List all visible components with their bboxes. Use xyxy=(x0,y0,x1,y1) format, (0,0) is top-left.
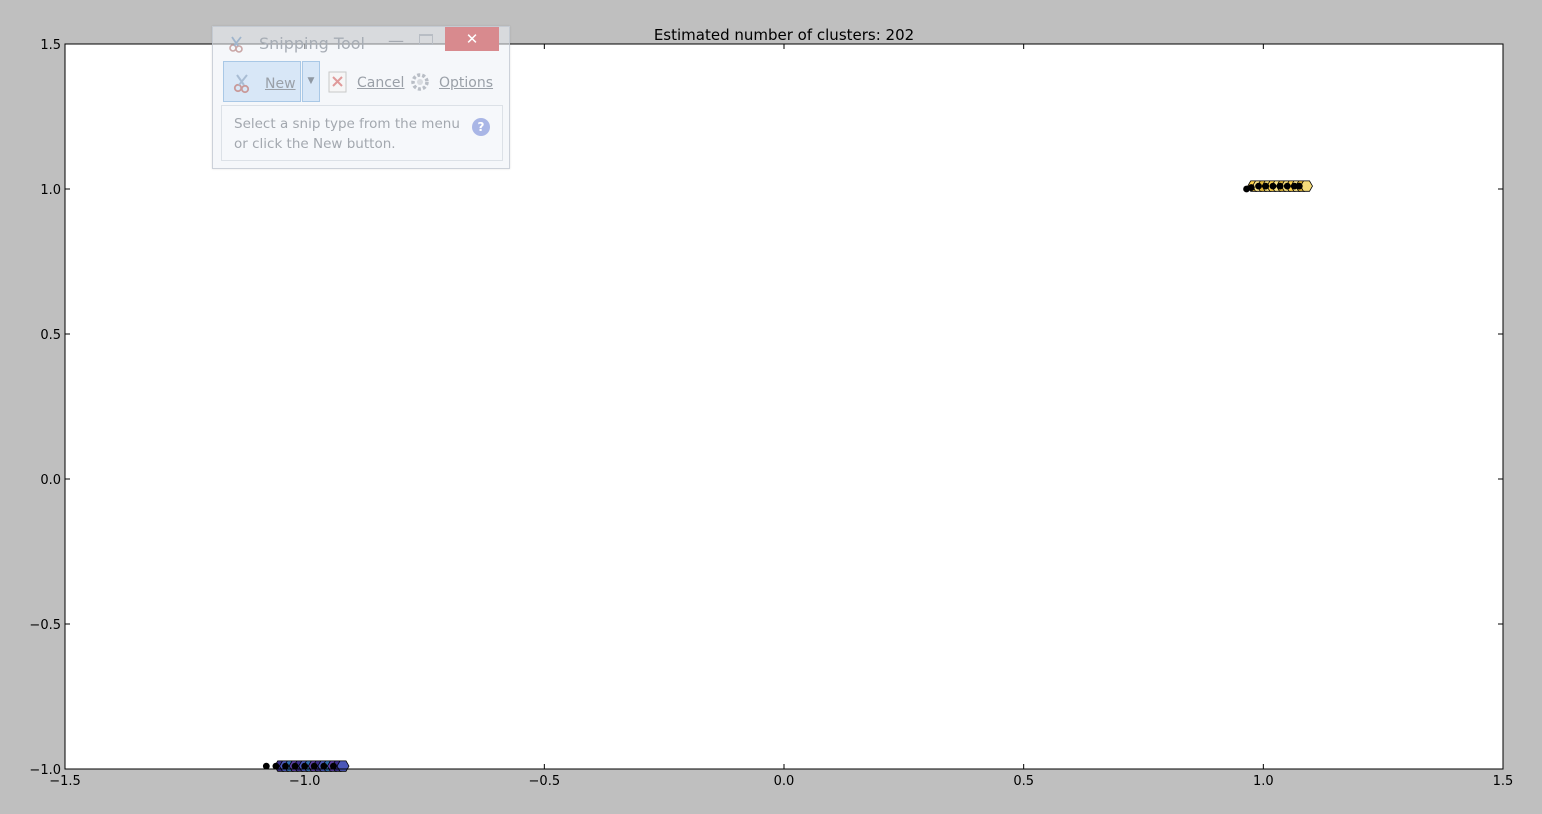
scissors-icon xyxy=(229,36,243,53)
cancel-button[interactable]: Cancel xyxy=(327,61,405,102)
cluster-centroid xyxy=(1276,182,1284,190)
snipping-toolbar: New ▼ Cancel Options xyxy=(223,60,501,104)
x-tick-label: 1.0 xyxy=(1253,774,1274,789)
snipping-tool-window[interactable]: Snipping Tool — ✕ New ▼ Cancel xyxy=(212,26,510,169)
hint-panel: Select a snip type from the menu or clic… xyxy=(221,105,503,161)
snipping-tool-titlebar[interactable]: Snipping Tool — ✕ xyxy=(213,27,509,57)
y-tick-label: −0.5 xyxy=(29,618,61,633)
x-tick-label: 1.5 xyxy=(1493,774,1514,789)
cluster-centroid xyxy=(330,762,337,770)
cancel-button-label: Cancel xyxy=(357,75,405,91)
ticks-layer: −1.5 −1.0 −0.5 0.0 0.5 1.0 1.5−1.0−0.50.00.51.… xyxy=(29,38,1513,789)
cluster-centroid xyxy=(1283,182,1291,190)
scissors-icon xyxy=(233,74,250,94)
options-button[interactable]: Options xyxy=(409,61,503,102)
cluster-centroid xyxy=(272,762,280,770)
new-snip-button[interactable]: New xyxy=(223,61,301,102)
cluster-centroid xyxy=(1269,182,1277,190)
axes-frame xyxy=(64,43,1504,770)
cluster-centroid xyxy=(262,762,270,770)
chart-title: Estimated number of clusters: 202 xyxy=(654,26,914,44)
y-tick-label: 0.0 xyxy=(40,473,61,488)
cluster-centroid xyxy=(291,762,299,770)
maximize-button[interactable] xyxy=(419,34,433,45)
window-title: Snipping Tool xyxy=(259,34,365,53)
gear-icon xyxy=(411,73,429,91)
y-tick-label: −1.0 xyxy=(29,763,61,778)
minimize-button[interactable]: — xyxy=(388,31,404,50)
hint-text: Select a snip type from the menu or clic… xyxy=(234,116,460,152)
x-tick-label: −1.5 xyxy=(49,774,81,789)
cluster-centroid xyxy=(310,762,318,770)
close-button[interactable]: ✕ xyxy=(445,27,499,51)
x-tick-label: −0.5 xyxy=(529,774,561,789)
new-button-label: New xyxy=(265,76,296,92)
y-tick-label: 1.0 xyxy=(40,183,61,198)
y-tick-label: 0.5 xyxy=(40,328,61,343)
options-button-label: Options xyxy=(439,75,494,91)
cluster-centroid xyxy=(1247,184,1255,191)
x-tick-label: 0.5 xyxy=(1013,774,1034,789)
y-tick-label: 1.5 xyxy=(40,38,61,53)
x-tick-label: −1.0 xyxy=(289,774,321,789)
help-icon[interactable]: ? xyxy=(472,118,490,136)
centroids-layer xyxy=(262,182,1303,770)
cluster-centroid xyxy=(320,762,328,770)
cluster-centroid xyxy=(1262,182,1270,190)
cluster-point xyxy=(336,760,350,772)
cluster-centroid xyxy=(1291,182,1298,190)
cluster-centroid xyxy=(1295,182,1303,190)
new-snip-dropdown[interactable]: ▼ xyxy=(302,61,320,102)
cluster-centroid xyxy=(282,762,289,770)
cancel-x-icon xyxy=(328,71,347,93)
x-tick-label: 0.0 xyxy=(774,774,795,789)
cluster-centroid xyxy=(1255,182,1262,190)
